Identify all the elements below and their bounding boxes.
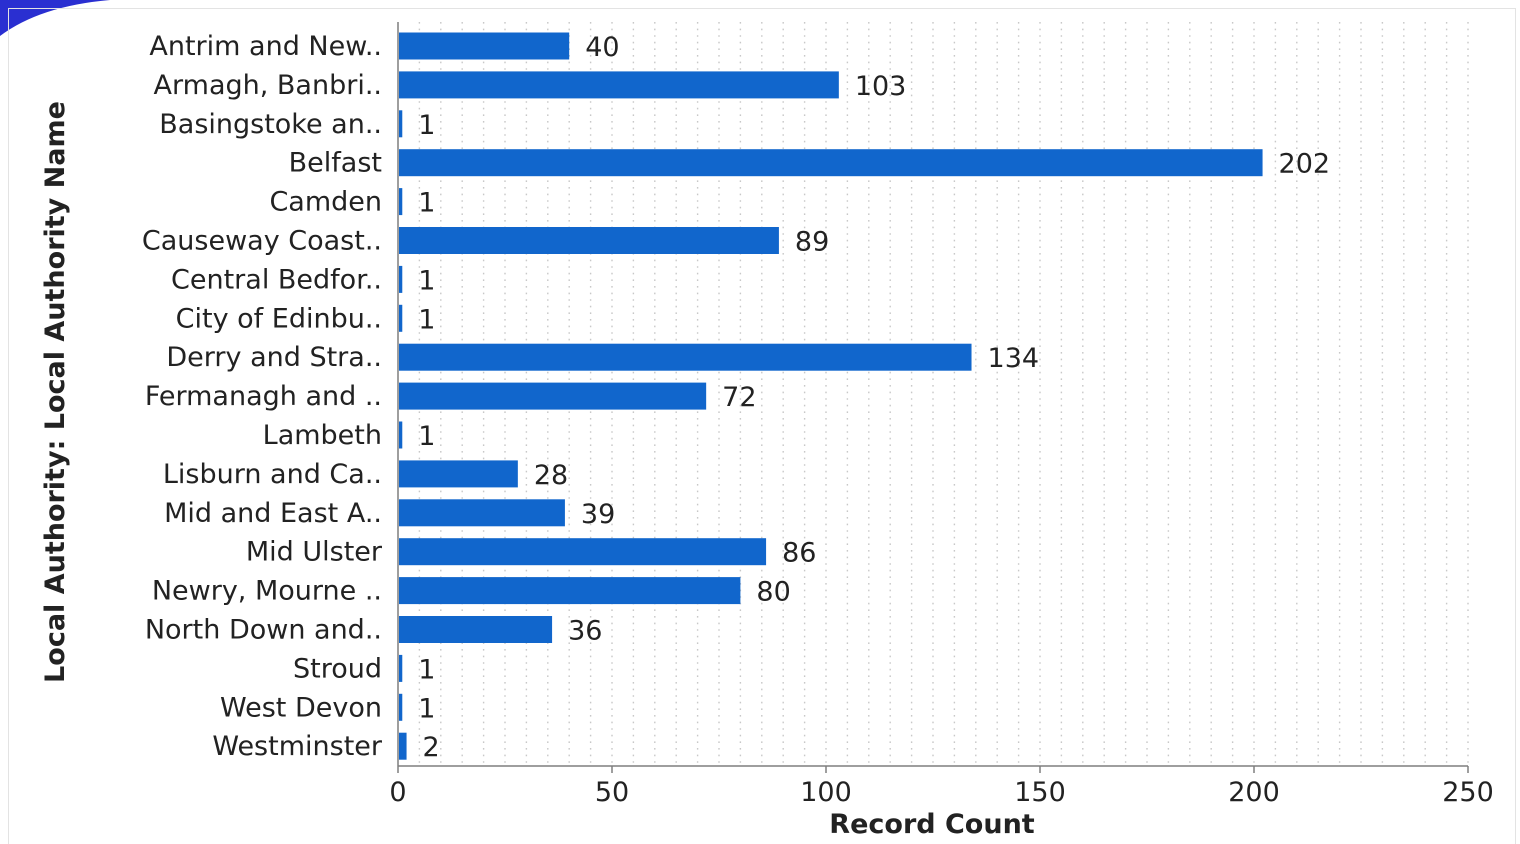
value-label: 134 — [988, 343, 1040, 374]
category-label: Causeway Coast.. — [142, 226, 382, 257]
bar — [399, 577, 741, 605]
value-label: 28 — [534, 460, 568, 491]
value-label: 202 — [1279, 149, 1331, 180]
bar — [399, 616, 553, 643]
axes: 0 50 100 150 200 250 — [389, 22, 1494, 808]
bar — [399, 421, 403, 449]
corner-decoration — [0, 0, 110, 36]
bar — [399, 460, 518, 488]
value-label: 80 — [756, 577, 790, 608]
category-label: City of Edinbu.. — [176, 303, 382, 334]
value-label: 39 — [581, 499, 615, 530]
bar — [399, 693, 403, 721]
bar — [399, 149, 1263, 177]
value-label: 1 — [418, 265, 435, 296]
value-label: 2 — [423, 732, 440, 763]
x-tick-label: 50 — [595, 777, 629, 808]
category-labels: Antrim and New.. Armagh, Banbri.. Basingst… — [142, 31, 383, 762]
bar — [399, 110, 403, 138]
category-label: Armagh, Banbri.. — [154, 70, 382, 101]
value-label: 1 — [418, 421, 435, 452]
bar — [399, 32, 570, 60]
category-label: Basingstoke an.. — [159, 109, 382, 140]
bar — [399, 499, 565, 527]
value-label: 89 — [795, 227, 829, 258]
value-label: 1 — [418, 654, 435, 685]
x-axis-title: Record Count — [829, 809, 1035, 840]
bar — [399, 654, 403, 682]
value-label: 40 — [585, 32, 619, 63]
category-label: Central Bedfor.. — [171, 264, 382, 295]
bar — [399, 382, 707, 410]
category-label: Lisburn and Ca.. — [163, 459, 382, 490]
value-label: 86 — [782, 538, 816, 569]
category-label: Fermanagh and .. — [145, 381, 382, 412]
category-label: Westminster — [212, 731, 383, 762]
value-labels: 40 103 1 202 1 89 1 1 134 72 1 28 39 86 80 36 1 1 2 — [418, 32, 1330, 763]
category-label: Newry, Mourne .. — [152, 576, 382, 607]
category-label: Lambeth — [263, 420, 382, 451]
y-axis-title: Local Authority: Local Authority Name — [40, 101, 71, 683]
x-tick-label: 100 — [800, 777, 852, 808]
category-label: Stroud — [293, 653, 382, 684]
category-label: North Down and.. — [145, 615, 382, 646]
category-label: Mid and East A.. — [164, 498, 382, 529]
bar — [399, 343, 972, 371]
value-label: 1 — [418, 110, 435, 141]
category-label: Derry and Stra.. — [166, 342, 382, 373]
x-tick-label: 250 — [1442, 777, 1494, 808]
value-label: 103 — [855, 71, 907, 102]
value-label: 36 — [568, 616, 602, 647]
bar — [399, 538, 767, 566]
x-tick-label: 0 — [389, 777, 406, 808]
x-tick-label: 200 — [1228, 777, 1280, 808]
category-label: Antrim and New.. — [149, 31, 382, 62]
bar — [399, 732, 407, 760]
value-label: 1 — [418, 188, 435, 219]
value-label: 72 — [722, 382, 756, 413]
bar — [399, 265, 403, 293]
category-label: Mid Ulster — [246, 537, 383, 568]
category-label: West Devon — [220, 692, 382, 723]
chart-panel — [8, 8, 1516, 844]
bar — [399, 71, 839, 99]
value-label: 1 — [418, 304, 435, 335]
value-label: 1 — [418, 693, 435, 724]
bars — [399, 32, 1263, 760]
x-tick-label: 150 — [1014, 777, 1066, 808]
category-label: Camden — [269, 187, 382, 218]
bar — [399, 304, 403, 332]
bar — [399, 188, 403, 216]
category-label: Belfast — [289, 148, 382, 179]
bar — [399, 227, 779, 254]
